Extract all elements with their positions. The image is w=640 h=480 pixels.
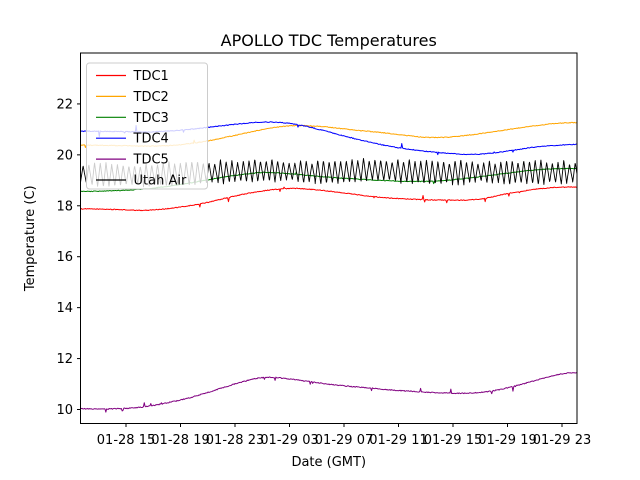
legend: TDC1 TDC2 TDC3 TDC4 TDC5 Utah Air	[86, 62, 208, 190]
x-tick-label-5: 01-29 11	[369, 433, 427, 448]
series-line-tdc1	[80, 186, 577, 212]
series-line-tdc5	[80, 372, 577, 413]
legend-label-tdc2: TDC2	[133, 90, 169, 105]
legend-box	[86, 62, 208, 190]
x-tick-label-6: 01-29 15	[424, 433, 482, 448]
x-tick-label-1: 01-28 19	[151, 433, 209, 448]
y-tick-label-4: 18	[56, 199, 73, 214]
y-tick-label-1: 12	[56, 352, 73, 367]
x-axis-label: Date (GMT)	[291, 455, 366, 470]
y-axis-label: Temperature (C)	[23, 185, 38, 292]
chart-title: APOLLO TDC Temperatures	[221, 31, 437, 50]
plot-border	[80, 52, 578, 424]
y-tick-label-2: 14	[56, 301, 73, 316]
x-tick-label-7: 01-29 19	[478, 433, 536, 448]
y-tick-label-5: 20	[56, 148, 73, 163]
x-tick-label-4: 01-29 07	[315, 433, 373, 448]
legend-label-tdc5: TDC5	[133, 153, 169, 168]
x-tick-label-8: 01-29 23	[533, 433, 591, 448]
legend-label-tdc1: TDC1	[133, 69, 169, 84]
legend-label-tdc4: TDC4	[133, 132, 169, 147]
y-tick-label-6: 22	[56, 97, 73, 112]
x-tick-label-2: 01-28 23	[206, 433, 264, 448]
y-tick-label-0: 10	[56, 403, 73, 418]
legend-label-tdc3: TDC3	[133, 111, 169, 126]
y-tick-label-3: 16	[56, 250, 73, 265]
x-tick-label-0: 01-28 15	[97, 433, 155, 448]
legend-label-utah-air: Utah Air	[134, 174, 187, 189]
x-tick-label-3: 01-29 03	[260, 433, 318, 448]
